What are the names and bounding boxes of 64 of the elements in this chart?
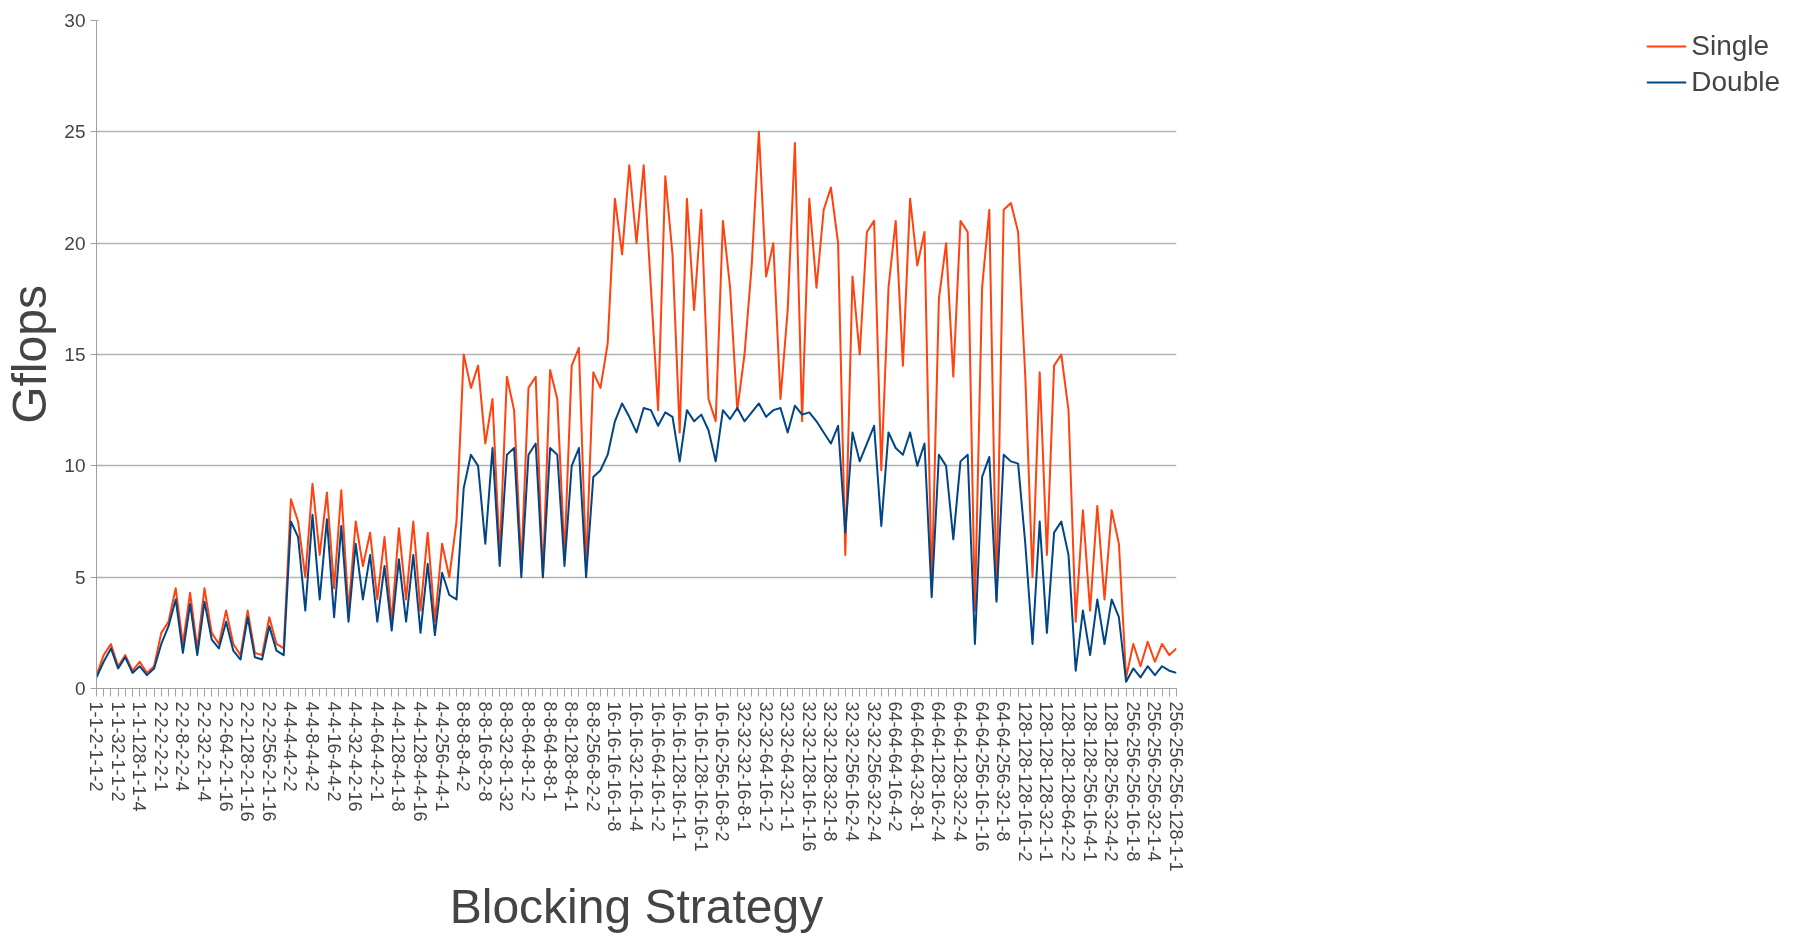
x-tick-label: 16-16-32-16-1-4 [626, 701, 646, 832]
x-tick-label: 2-2-256-2-1-16 [258, 701, 279, 822]
x-tick-label: 1-1-128-1-1-4 [129, 701, 150, 812]
x-tick-label: 64-64-128-16-2-4 [928, 701, 949, 842]
x-tick-label: 32-32-256-16-2-4 [842, 701, 862, 842]
x-tick-label: 4-4-32-4-2-16 [345, 701, 366, 812]
x-tick-label: 8-8-64-8-8-1 [539, 701, 560, 802]
x-tick-label: 64-64-64-16-4-2 [885, 701, 906, 832]
legend-label: Single [1691, 30, 1770, 62]
x-tick-label: 8-8-128-8-4-1 [561, 701, 582, 812]
x-tick-label: 8-8-32-8-1-32 [496, 701, 517, 812]
x-tick-label: 4-4-4-4-2-2 [280, 701, 301, 792]
y-tick-label: 25 [64, 121, 86, 143]
x-tick-label: 16-16-16-16-1-8 [604, 701, 625, 832]
y-axis-title: Gflops [3, 285, 57, 424]
x-tick-label: 2-2-8-2-2-4 [172, 701, 193, 792]
y-tick-label: 30 [64, 10, 86, 31]
x-tick-label: 64-64-64-32-8-1 [906, 701, 927, 832]
x-tick-label: 4-4-256-4-4-1 [431, 701, 452, 812]
x-tick-label: 16-16-128-16-16-1 [690, 701, 711, 852]
x-tick-label: 32-32-64-32-1-1 [777, 701, 798, 832]
x-tick-label: 2-2-32-2-1-4 [194, 701, 214, 802]
x-tick-label: 8-8-64-8-1-2 [518, 701, 538, 802]
y-tick-label: 0 [74, 678, 86, 699]
x-tick-label: 4-4-8-4-4-2 [302, 701, 322, 792]
x-tick-label: 2-2-64-2-1-16 [215, 701, 236, 812]
x-tick-label: 2-2-128-2-1-16 [237, 701, 258, 822]
x-tick-label: 4-4-16-4-4-2 [323, 701, 344, 802]
x-tick-label: 4-4-128-4-4-16 [410, 701, 430, 822]
x-axis-title: Blocking Strategy [449, 879, 824, 933]
x-tick-label: 8-8-16-8-2-8 [474, 701, 495, 802]
x-tick-label: 32-32-128-16-1-16 [798, 701, 819, 852]
x-tick-label: 32-32-128-32-1-8 [820, 701, 841, 842]
x-tick-label: 128-128-128-64-2-2 [1058, 701, 1078, 862]
x-tick-label: 16-16-256-16-8-2 [712, 701, 733, 842]
x-tick-label: 32-32-64-16-1-2 [755, 701, 776, 832]
legend-label: Double [1691, 66, 1780, 98]
x-tick-label: 64-64-256-16-1-16 [971, 701, 992, 852]
x-tick-label: 64-64-128-32-2-4 [950, 701, 970, 842]
x-tick-label: 32-32-256-32-2-4 [863, 701, 884, 842]
x-tick-label: 64-64-256-32-1-8 [993, 701, 1014, 842]
x-tick-label: 4-4-128-4-1-8 [388, 701, 409, 812]
line-series [96, 402, 1177, 683]
x-tick-label: 128-128-128-16-1-2 [1014, 701, 1035, 862]
x-tick-label: 4-4-64-4-2-1 [366, 701, 387, 802]
x-tick-label: 1-1-32-1-1-2 [107, 701, 128, 802]
x-tick-label: 256-256-256-16-1-8 [1122, 701, 1143, 862]
x-tick-label: 128-128-256-16-4-1 [1079, 701, 1100, 862]
x-tick-label: 32-32-32-16-8-1 [734, 701, 754, 832]
x-tick-label: 256-256-256-32-1-4 [1144, 701, 1165, 862]
line-series [96, 130, 1177, 679]
x-tick-label: 8-8-8-8-4-2 [453, 701, 474, 792]
y-tick-label: 10 [64, 455, 86, 477]
y-tick-label: 15 [64, 344, 86, 365]
x-tick-label: 1-1-2-1-1-2 [86, 701, 106, 792]
x-tick-label: 2-2-2-2-2-1 [150, 701, 171, 792]
y-tick-label: 20 [64, 232, 86, 254]
x-tick-label: 8-8-256-8-2-2 [582, 701, 603, 812]
x-tick-label: 128-128-128-32-1-1 [1036, 701, 1057, 862]
x-tick-label: 16-16-64-16-1-2 [647, 701, 668, 832]
x-tick-label: 16-16-128-16-1-1 [669, 701, 690, 842]
x-tick-label: 128-128-256-32-4-2 [1101, 701, 1122, 862]
x-tick-label: 256-256-256-128-1-1 [1166, 701, 1186, 872]
y-tick-label: 5 [74, 566, 86, 588]
